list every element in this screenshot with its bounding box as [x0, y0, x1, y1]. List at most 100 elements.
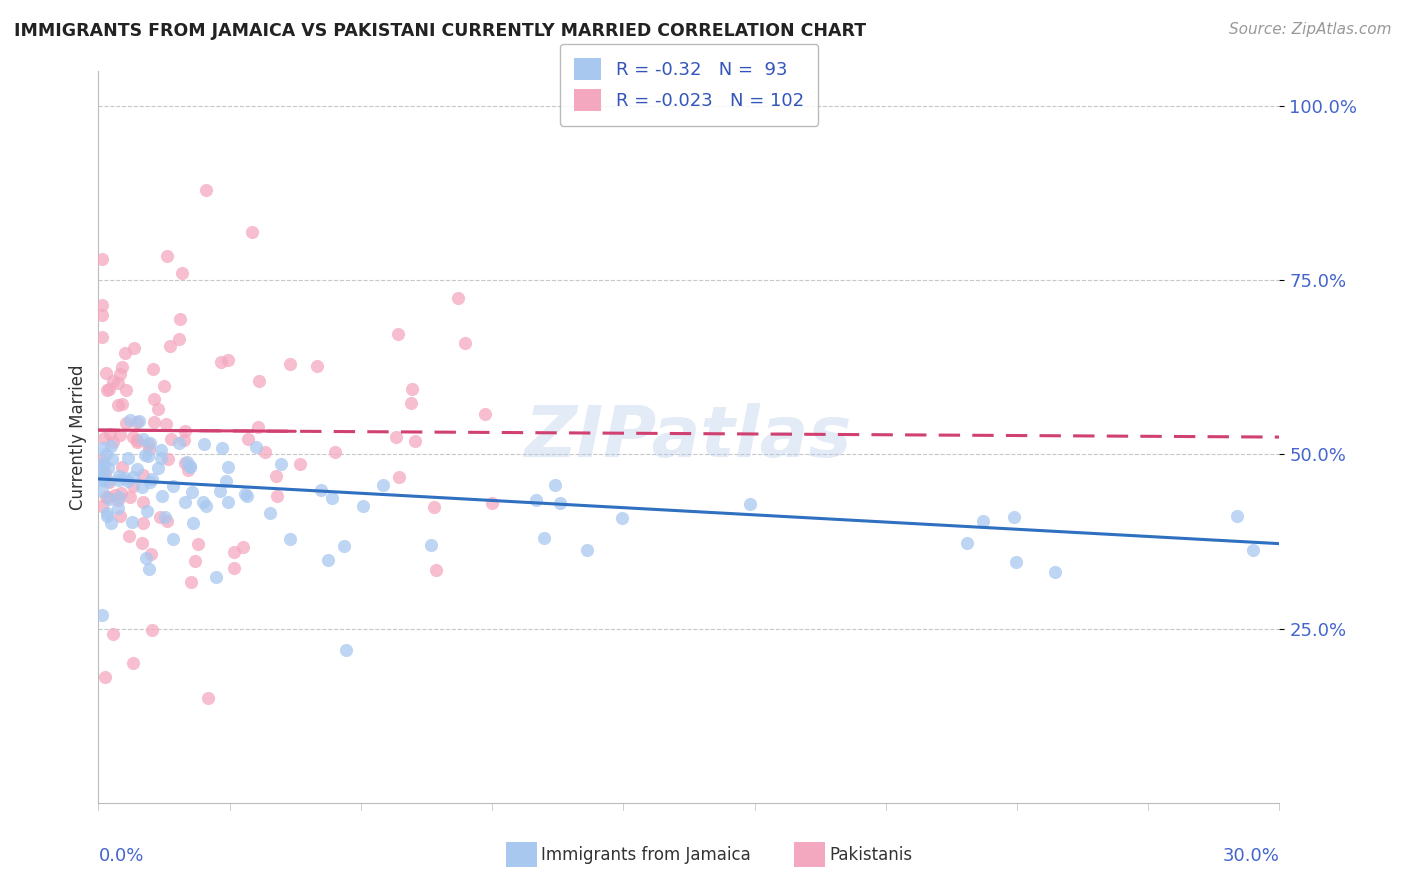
Point — [96, 507, 118, 521]
Point — [217, 353, 239, 368]
Point — [110, 486, 132, 500]
Point — [122, 430, 145, 444]
Point — [404, 434, 426, 448]
Point — [118, 490, 141, 504]
Text: Pakistanis: Pakistanis — [830, 846, 912, 863]
Point — [91, 252, 114, 267]
Point — [114, 471, 136, 485]
Point — [91, 499, 114, 513]
Point — [335, 642, 357, 657]
Text: Source: ZipAtlas.com: Source: ZipAtlas.com — [1229, 22, 1392, 37]
Point — [136, 504, 159, 518]
Point — [150, 490, 173, 504]
Point — [122, 470, 145, 484]
Text: Immigrants from Jamaica: Immigrants from Jamaica — [541, 846, 751, 863]
Point — [96, 508, 118, 523]
Point — [125, 433, 148, 447]
Point — [91, 607, 114, 622]
Point — [169, 312, 191, 326]
Point — [108, 469, 131, 483]
Text: IMMIGRANTS FROM JAMAICA VS PAKISTANI CURRENTLY MARRIED CORRELATION CHART: IMMIGRANTS FROM JAMAICA VS PAKISTANI CUR… — [14, 22, 866, 40]
Point — [148, 460, 170, 475]
Point — [91, 457, 114, 471]
Point — [122, 341, 145, 355]
Point — [127, 434, 149, 449]
Point — [278, 533, 301, 547]
Point — [98, 383, 121, 397]
Point — [211, 441, 233, 455]
Point — [197, 691, 219, 706]
Point — [610, 510, 633, 524]
Point — [107, 501, 129, 516]
Point — [107, 376, 129, 390]
Point — [138, 436, 160, 450]
Point — [247, 420, 270, 434]
Point — [181, 516, 204, 530]
Text: ZIPatlas: ZIPatlas — [526, 402, 852, 472]
Point — [321, 491, 343, 506]
Point — [131, 536, 153, 550]
Point — [208, 483, 231, 498]
Point — [93, 457, 115, 471]
Y-axis label: Currently Married: Currently Married — [69, 364, 87, 510]
Point — [91, 471, 114, 485]
Point — [245, 440, 267, 454]
Point — [94, 366, 117, 380]
Point — [956, 536, 979, 550]
Point — [174, 424, 197, 438]
Point — [1241, 543, 1264, 558]
Point — [373, 478, 395, 492]
Point — [264, 468, 287, 483]
Point — [447, 291, 470, 305]
Point — [118, 529, 141, 543]
Point — [131, 480, 153, 494]
Point — [100, 516, 122, 531]
Point — [97, 475, 120, 490]
Point — [323, 445, 346, 459]
Point — [91, 298, 114, 312]
Point — [173, 495, 195, 509]
Point — [288, 457, 311, 471]
Point — [972, 515, 994, 529]
Point — [115, 417, 138, 431]
Point — [91, 473, 114, 487]
Point — [266, 489, 288, 503]
Point — [148, 402, 170, 417]
Point — [233, 487, 256, 501]
Point — [141, 472, 163, 486]
Point — [214, 474, 236, 488]
Point — [91, 471, 114, 485]
Point — [98, 426, 121, 441]
Point — [150, 451, 173, 466]
Point — [387, 327, 409, 342]
Point — [1043, 565, 1066, 579]
Point — [136, 437, 159, 451]
Point — [107, 493, 129, 508]
Point — [385, 430, 408, 444]
Point — [96, 490, 118, 504]
Point — [173, 456, 195, 470]
Point — [138, 442, 160, 457]
Point — [253, 444, 276, 458]
Point — [195, 183, 218, 197]
Point — [1002, 510, 1025, 524]
Point — [114, 345, 136, 359]
Point — [187, 537, 209, 551]
Point — [162, 532, 184, 546]
Point — [159, 432, 181, 446]
Point — [209, 355, 232, 369]
Point — [1005, 556, 1028, 570]
Point — [108, 490, 131, 504]
Point — [132, 432, 155, 446]
Point — [738, 497, 761, 511]
Point — [136, 449, 159, 463]
Point — [153, 379, 176, 393]
Point — [156, 451, 179, 466]
Point — [270, 457, 292, 471]
Point — [401, 382, 423, 396]
Point — [543, 478, 565, 492]
Point — [107, 398, 129, 412]
Point — [111, 359, 134, 374]
Point — [143, 392, 166, 406]
Point — [117, 450, 139, 465]
